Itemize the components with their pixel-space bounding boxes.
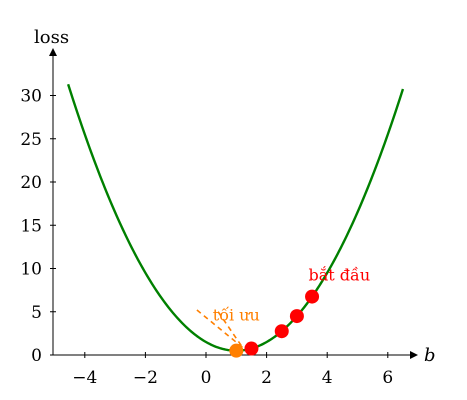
start-annotation: bắt đầu [308, 266, 370, 285]
annotations-group: bắt đầu tối ưu [213, 266, 370, 325]
y-tick-label: 10 [20, 260, 42, 280]
optimum-annotation: tối ưu [213, 305, 260, 324]
x-tick-label: 2 [261, 368, 272, 388]
x-tick-label: −4 [72, 368, 97, 388]
x-tick-label: 6 [382, 368, 393, 388]
x-tick-label: 4 [322, 368, 333, 388]
x-tick-label: 0 [201, 368, 212, 388]
tangent-lines-group [196, 309, 244, 348]
step-point [305, 289, 320, 304]
y-tick-label: 5 [31, 303, 42, 323]
y-tick-label: 30 [20, 87, 42, 107]
y-ticks: 0 5 10 15 20 25 30 [20, 87, 56, 366]
step-point [289, 309, 304, 324]
y-tick-label: 0 [31, 346, 42, 366]
y-tick-label: 20 [20, 173, 42, 193]
x-axis-label: b [424, 345, 436, 366]
y-axis-label: loss [34, 27, 69, 48]
step-point [274, 324, 289, 339]
y-axis-arrow-icon [49, 48, 57, 56]
y-tick-label: 15 [20, 216, 42, 236]
y-tick-label: 25 [20, 130, 42, 150]
tangent-line-1 [196, 309, 243, 348]
points-group [229, 289, 320, 358]
optimum-point [229, 343, 244, 358]
tangent-line-2 [217, 311, 244, 348]
x-ticks: −4 −2 0 2 4 6 [72, 352, 393, 388]
x-axis-arrow-icon [410, 351, 418, 359]
x-tick-label: −2 [133, 368, 158, 388]
step-point [244, 341, 259, 356]
